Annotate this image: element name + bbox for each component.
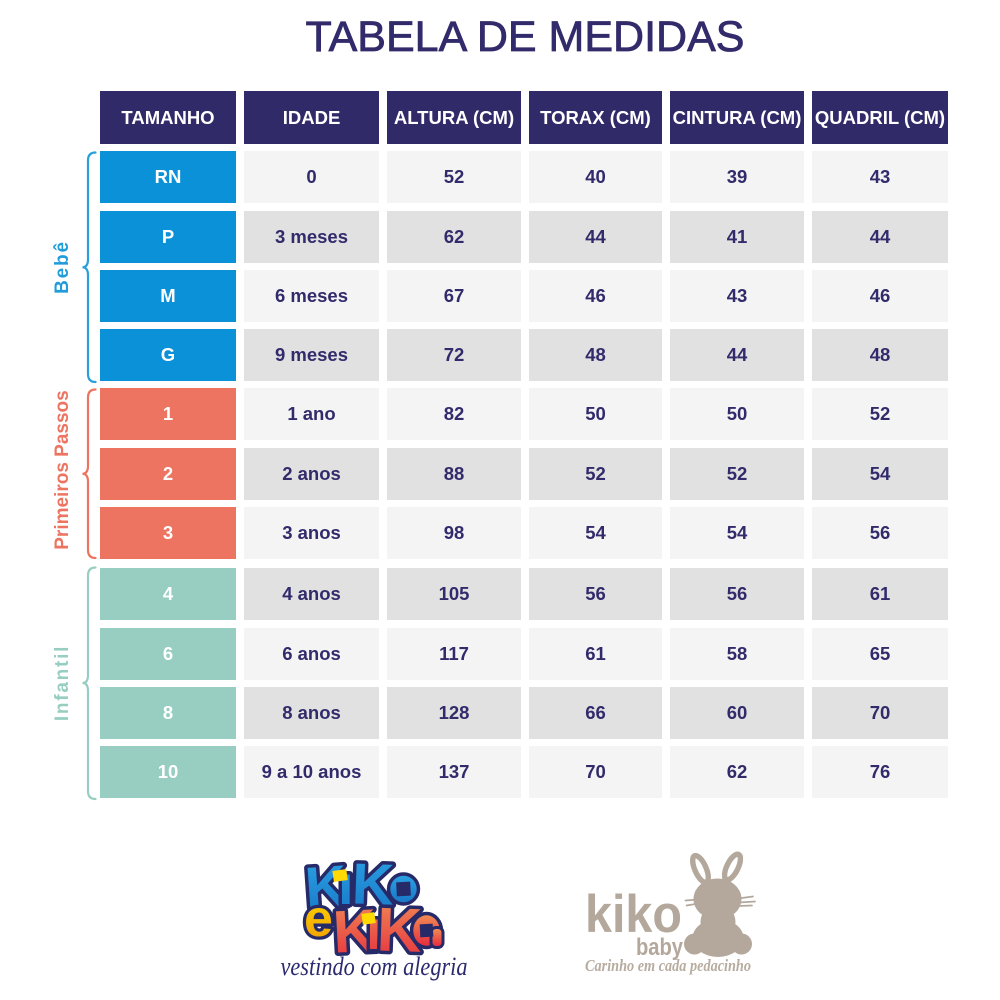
- svg-text:baby: baby: [636, 934, 684, 961]
- svg-text:e: e: [304, 890, 333, 948]
- svg-text:vestindo com alegria: vestindo com alegria: [281, 952, 468, 981]
- svg-text:K: K: [331, 897, 378, 966]
- svg-text:Carinho em cada pedacinho: Carinho em cada pedacinho: [585, 956, 751, 975]
- svg-text:kiko: kiko: [585, 885, 682, 944]
- svg-text:ı: ı: [338, 853, 354, 916]
- svg-text:K: K: [303, 853, 349, 921]
